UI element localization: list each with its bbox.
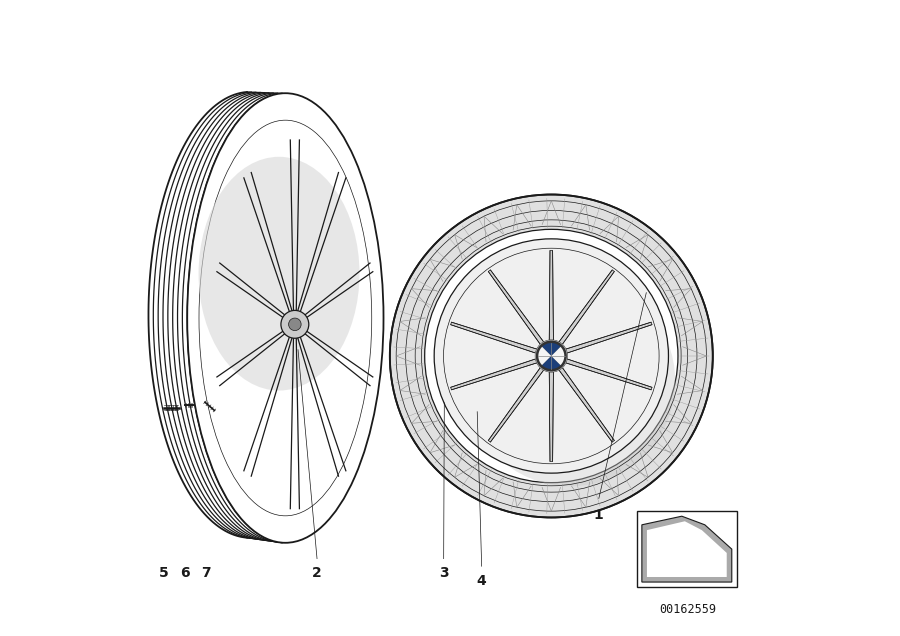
Polygon shape [467, 408, 481, 417]
Polygon shape [550, 270, 615, 357]
Polygon shape [451, 354, 552, 390]
Ellipse shape [199, 157, 359, 391]
Polygon shape [542, 356, 561, 369]
Circle shape [425, 230, 678, 483]
Polygon shape [549, 251, 554, 356]
Polygon shape [552, 347, 564, 365]
Text: 2: 2 [312, 566, 322, 580]
Polygon shape [551, 322, 652, 358]
Polygon shape [647, 522, 726, 577]
Circle shape [465, 277, 675, 487]
Ellipse shape [187, 93, 383, 543]
Polygon shape [489, 355, 554, 442]
Text: 4: 4 [477, 574, 487, 588]
Polygon shape [467, 398, 481, 408]
Polygon shape [538, 347, 552, 365]
Polygon shape [549, 356, 554, 462]
Circle shape [461, 394, 488, 421]
Circle shape [390, 195, 713, 518]
Text: 5: 5 [159, 566, 168, 580]
Polygon shape [551, 354, 652, 390]
Polygon shape [464, 401, 474, 415]
Polygon shape [451, 322, 552, 358]
Text: 1: 1 [594, 508, 604, 522]
Circle shape [434, 239, 669, 473]
Circle shape [289, 318, 302, 331]
Text: 3: 3 [439, 566, 448, 580]
Circle shape [536, 340, 567, 372]
Text: 6: 6 [181, 566, 190, 580]
Text: 7: 7 [202, 566, 211, 580]
Polygon shape [474, 401, 483, 415]
Polygon shape [436, 402, 443, 411]
Polygon shape [642, 516, 732, 582]
Circle shape [390, 195, 713, 518]
Polygon shape [489, 270, 554, 357]
Polygon shape [550, 355, 615, 442]
Bar [637, 511, 737, 587]
Polygon shape [542, 343, 561, 356]
Circle shape [281, 310, 309, 338]
Text: 00162559: 00162559 [659, 603, 716, 616]
